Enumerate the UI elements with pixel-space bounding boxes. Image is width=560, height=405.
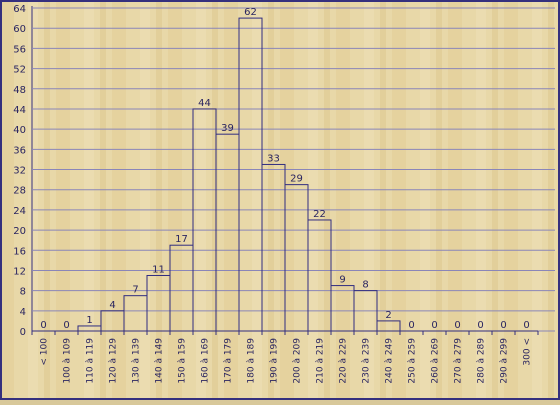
y-tick-label: 52 [13,65,26,76]
y-tick-label: 12 [13,266,26,277]
x-tick-label: 260 à 269 [431,338,441,384]
data-label: 0 [523,320,529,331]
data-label: 33 [267,153,280,164]
x-tick-label: 130 à 139 [132,338,142,384]
y-tick-label: 60 [13,24,26,35]
x-tick-label: 280 à 289 [477,338,487,384]
y-tick-label: 28 [13,186,26,197]
data-label: 44 [198,98,211,109]
x-tick-label: 190 à 199 [270,338,280,384]
x-tick-label: 110 à 119 [86,338,96,384]
x-tick-label: 230 à 239 [362,338,372,384]
data-label: 0 [454,320,460,331]
y-tick-label: 16 [13,246,26,257]
data-label: 17 [175,234,188,245]
x-tick-labels: < 100 100 à 109 110 à 119 120 à 129 130 à 13… [40,338,533,384]
bar [307,219,332,332]
data-label: 22 [313,209,326,220]
y-tick-label: 4 [20,307,26,318]
x-tick-label: 170 à 179 [224,338,234,384]
x-tick-label: 180 à 189 [247,338,257,384]
data-label: 62 [244,7,257,18]
y-tick-label: 44 [13,105,26,116]
data-label: 0 [63,320,69,331]
data-label: 0 [477,320,483,331]
data-label: 1 [86,315,92,326]
y-tick-label: 36 [13,145,26,156]
x-tick-label: 100 à 109 [63,338,73,384]
y-tick-label: 20 [13,226,26,237]
x-tick-label: 120 à 129 [109,338,119,384]
data-label: 9 [339,275,345,286]
data-label: 0 [408,320,414,331]
data-label: 0 [431,320,437,331]
bars [32,17,538,332]
y-tick-label: 24 [13,206,26,217]
x-tick-label: 240 à 249 [385,338,395,384]
x-tick-label: 160 à 169 [201,338,211,384]
data-label: 0 [500,320,506,331]
data-label: 8 [362,280,368,291]
x-tick-label: 250 à 259 [408,338,418,384]
bar [376,320,401,332]
x-tick-label: 150 à 159 [178,338,188,384]
y-tick-label: 8 [20,287,26,298]
y-tick-label: 40 [13,125,26,136]
y-tick-label: 48 [13,85,26,96]
x-tick-label: 200 à 209 [293,338,303,384]
x-tick-label: 140 à 149 [155,338,165,384]
data-label: 2 [385,310,391,321]
x-tick-label: 220 à 229 [339,338,349,384]
data-label: 0 [40,320,46,331]
x-tick-label: < 100 [40,338,50,366]
data-label: 4 [109,300,115,311]
data-label: 39 [221,123,234,134]
data-labels: 0 0 1 4 7 11 17 44 39 62 33 29 22 9 8 2 0 0 0 0 0 0 [40,7,529,331]
data-label: 7 [132,285,138,296]
bar [353,290,378,332]
data-label: 11 [152,264,165,275]
y-tick-label: 32 [13,166,26,177]
x-tick-label: 290 à 299 [500,338,510,384]
y-tick-label: 56 [13,44,26,55]
y-tick-label: 64 [13,4,26,15]
data-label: 29 [290,174,303,185]
y-tick-label: 0 [20,327,26,338]
x-tick-label: 270 à 279 [454,338,464,384]
x-tick-label: 300 < [523,338,533,366]
x-tick-label: 210 à 219 [316,338,326,384]
